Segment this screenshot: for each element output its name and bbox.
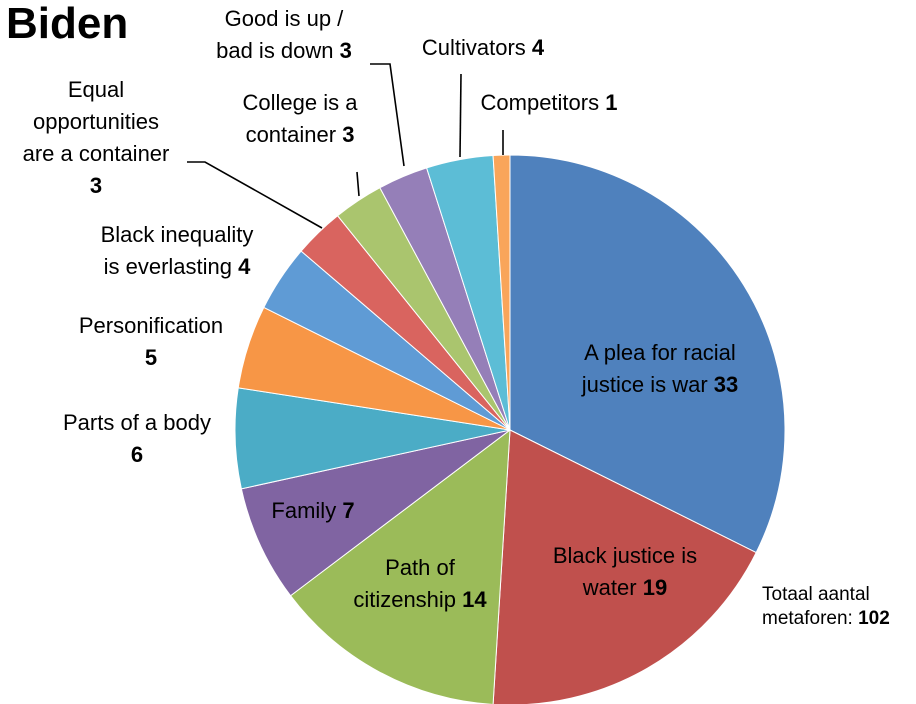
slice-label-black-inequality-is-everlasting: Black inequality is everlasting 4 — [101, 222, 254, 279]
slice-label-path-of-citizenship: Path of citizenship 14 — [353, 555, 487, 612]
leader-line-good-is-up — [370, 63, 405, 167]
slice-label-family: Family 7 — [271, 498, 354, 523]
pie-slices — [234, 154, 786, 704]
slice-value-personification: 5 — [145, 345, 157, 370]
leader-line-equal-opportunities — [187, 161, 323, 229]
slice-value-black-justice-is-water: 19 — [643, 575, 667, 600]
leader-line-cultivators — [459, 73, 462, 158]
slice-value-equal-opportunities-are-a-container: 3 — [90, 173, 102, 198]
slice-label-equal-opportunities-are-a-container: Equal opportunities are a container 3 — [23, 77, 170, 198]
slice-value-black-inequality-is-everlasting: 4 — [238, 254, 251, 279]
slice-label-cultivators: Cultivators 4 — [422, 35, 545, 60]
slice-value-parts-of-a-body: 6 — [131, 442, 143, 467]
slice-a-plea-for-racial-justice-is-war — [509, 154, 786, 554]
total-label-text-1: Totaal aantal — [762, 584, 870, 605]
leader-line-college — [356, 171, 360, 197]
slice-value-a-plea-for-racial-justice-is-war: 33 — [714, 372, 738, 397]
slice-family — [240, 429, 511, 597]
slice-value-cultivators: 4 — [532, 35, 545, 60]
total-label-text-2: metaforen: — [762, 608, 858, 629]
slice-value-college-is-a-container: 3 — [342, 122, 354, 147]
slice-path-of-citizenship — [289, 428, 511, 704]
slice-value-path-of-citizenship: 14 — [462, 587, 487, 612]
slice-labels: A plea for racial justice is war 33 Black … — [23, 6, 739, 612]
slice-value-family: 7 — [342, 498, 354, 523]
slice-value-competitors: 1 — [605, 90, 617, 115]
slice-label-black-justice-is-water: Black justice is water 19 — [553, 543, 697, 600]
slice-label-competitors: Competitors 1 — [481, 90, 618, 115]
slice-label-parts-of-a-body: Parts of a body 6 — [63, 410, 211, 467]
slice-label-personification: Personification 5 — [79, 313, 223, 370]
slice-black-justice-is-water — [492, 429, 757, 704]
slice-label-good-is-up-bad-is-down: Good is up / bad is down 3 — [216, 6, 352, 63]
total-value: 102 — [858, 608, 890, 629]
slice-value-good-is-up-bad-is-down: 3 — [340, 38, 352, 63]
total-label: Totaal aantal metaforen: 102 — [762, 584, 890, 629]
slice-competitors — [492, 154, 511, 431]
slice-label-college-is-a-container: College is a container 3 — [243, 90, 359, 147]
chart-title: Biden — [6, 0, 128, 48]
slice-label-a-plea-for-racial-justice-is-war: A plea for racial justice is war 33 — [581, 340, 739, 397]
